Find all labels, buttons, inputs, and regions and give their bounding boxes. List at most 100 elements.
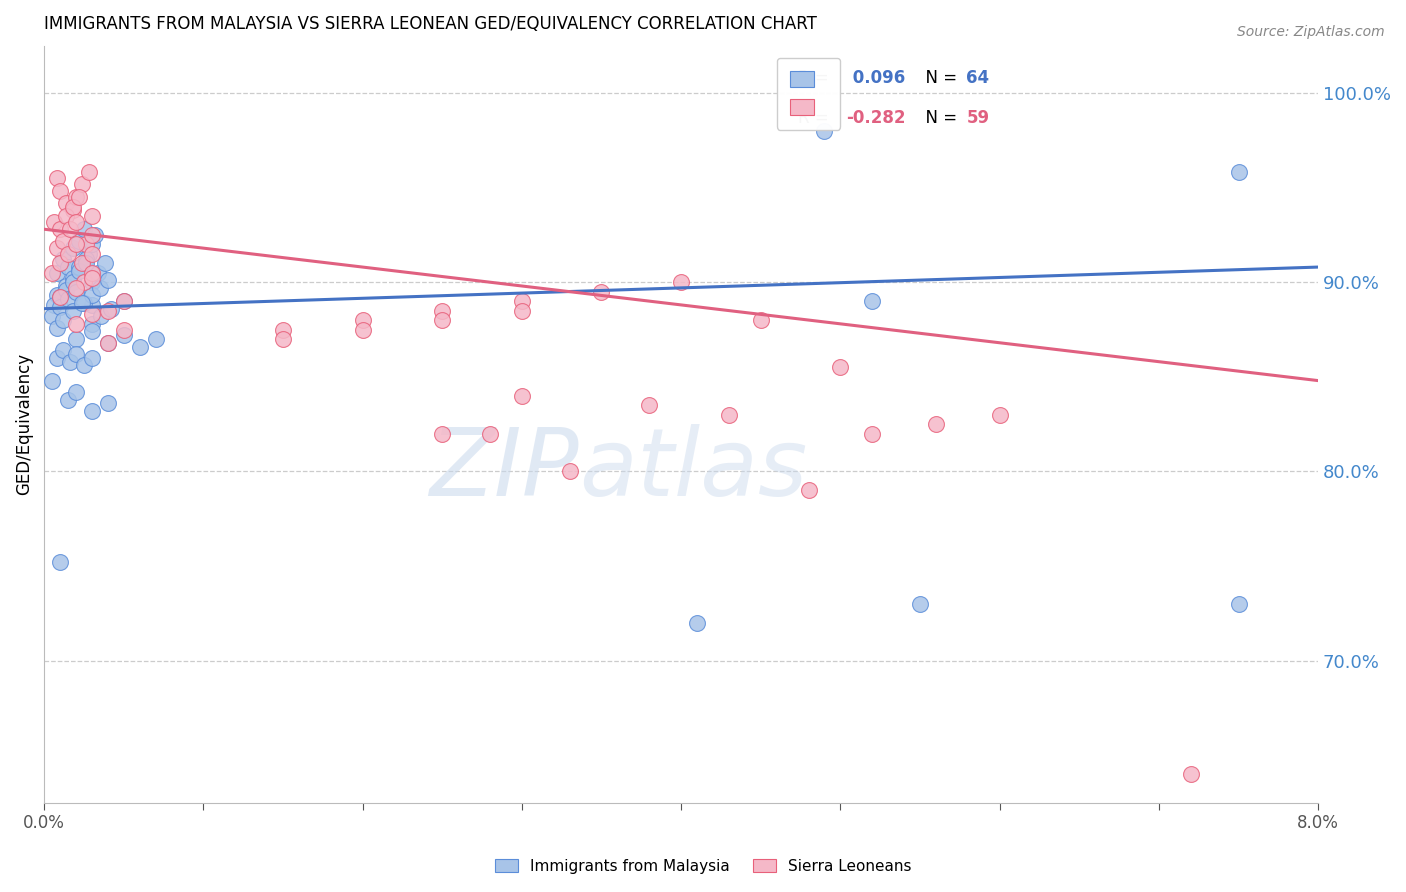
Point xyxy=(45,266,67,280)
Point xyxy=(67,264,90,278)
Y-axis label: GED/Equivalency: GED/Equivalency xyxy=(15,353,32,495)
Point xyxy=(52,252,75,267)
Point xyxy=(42,214,65,228)
Point xyxy=(908,597,931,611)
Point xyxy=(80,325,103,339)
Point xyxy=(80,209,103,223)
Point xyxy=(591,285,613,299)
Point xyxy=(72,256,94,270)
Point xyxy=(90,310,112,324)
Point xyxy=(80,298,103,312)
Point xyxy=(87,266,110,280)
Point xyxy=(67,190,90,204)
Point xyxy=(58,354,80,368)
Point xyxy=(52,234,75,248)
Point xyxy=(55,209,77,223)
Point xyxy=(73,275,96,289)
Point xyxy=(75,252,97,267)
Point xyxy=(65,332,87,346)
Point xyxy=(128,340,150,354)
Point xyxy=(112,294,135,309)
Point xyxy=(80,266,103,280)
Point xyxy=(860,294,883,309)
Point xyxy=(41,266,63,280)
Point xyxy=(49,222,72,236)
Point xyxy=(56,392,79,407)
Point xyxy=(62,203,84,218)
Text: 0.096: 0.096 xyxy=(846,70,905,87)
Text: N =: N = xyxy=(915,70,963,87)
Point xyxy=(80,237,103,252)
Point xyxy=(749,313,772,327)
Point xyxy=(988,408,1011,422)
Point xyxy=(112,328,135,343)
Point xyxy=(89,281,111,295)
Point xyxy=(62,241,84,255)
Point xyxy=(49,290,72,304)
Point xyxy=(925,417,948,431)
Point xyxy=(271,322,294,336)
Point xyxy=(49,256,72,270)
Text: IMMIGRANTS FROM MALAYSIA VS SIERRA LEONEAN GED/EQUIVALENCY CORRELATION CHART: IMMIGRANTS FROM MALAYSIA VS SIERRA LEONE… xyxy=(44,15,817,33)
Point xyxy=(97,273,120,287)
Point xyxy=(830,360,852,375)
Point xyxy=(97,335,120,350)
Point xyxy=(352,313,374,327)
Point xyxy=(55,195,77,210)
Point xyxy=(62,303,84,318)
Point xyxy=(84,227,107,242)
Point xyxy=(80,275,103,289)
Point xyxy=(1180,767,1202,781)
Point xyxy=(80,307,103,321)
Point xyxy=(112,294,135,309)
Point xyxy=(65,190,87,204)
Point xyxy=(55,279,77,293)
Point xyxy=(93,256,115,270)
Point xyxy=(52,313,75,327)
Point xyxy=(145,332,167,346)
Point xyxy=(52,343,75,358)
Point xyxy=(80,227,103,242)
Point xyxy=(1227,165,1250,179)
Point xyxy=(80,404,103,418)
Point xyxy=(73,222,96,236)
Point xyxy=(49,290,72,304)
Text: 64: 64 xyxy=(966,70,990,87)
Point xyxy=(1227,597,1250,611)
Text: atlas: atlas xyxy=(579,424,807,515)
Point xyxy=(45,241,67,255)
Text: R =: R = xyxy=(799,109,834,127)
Point xyxy=(510,389,533,403)
Point xyxy=(73,359,96,373)
Text: ZIP: ZIP xyxy=(430,424,579,515)
Point xyxy=(45,288,67,302)
Point xyxy=(860,426,883,441)
Point xyxy=(75,237,97,252)
Point xyxy=(510,303,533,318)
Point xyxy=(65,281,87,295)
Point xyxy=(42,298,65,312)
Point xyxy=(80,271,103,285)
Point xyxy=(58,222,80,236)
Point xyxy=(49,555,72,569)
Point xyxy=(638,398,661,412)
Legend: Immigrants from Malaysia, Sierra Leoneans: Immigrants from Malaysia, Sierra Leonean… xyxy=(489,853,917,880)
Point xyxy=(67,234,90,248)
Point xyxy=(56,247,79,261)
Point xyxy=(56,260,79,274)
Point xyxy=(97,335,120,350)
Point xyxy=(717,408,740,422)
Point xyxy=(62,200,84,214)
Point xyxy=(432,313,454,327)
Text: R =: R = xyxy=(799,70,834,87)
Point xyxy=(112,322,135,336)
Point xyxy=(45,351,67,365)
Text: 59: 59 xyxy=(966,109,990,127)
Point xyxy=(72,177,94,191)
Point xyxy=(510,294,533,309)
Point xyxy=(41,310,63,324)
Point xyxy=(271,332,294,346)
Point xyxy=(45,320,67,334)
Point xyxy=(41,374,63,388)
Point xyxy=(558,465,581,479)
